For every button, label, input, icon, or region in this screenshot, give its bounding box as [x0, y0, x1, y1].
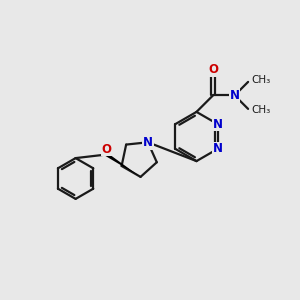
Text: O: O: [101, 142, 112, 156]
Text: N: N: [143, 136, 153, 149]
Text: N: N: [213, 142, 223, 155]
Text: N: N: [213, 118, 223, 131]
Text: O: O: [208, 63, 218, 76]
Text: N: N: [230, 89, 240, 102]
Text: CH₃: CH₃: [252, 105, 271, 116]
Polygon shape: [106, 153, 140, 177]
Text: CH₃: CH₃: [252, 75, 271, 85]
